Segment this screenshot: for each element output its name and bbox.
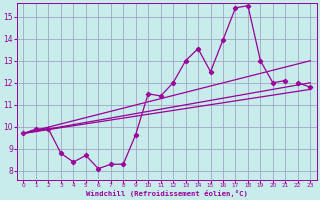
X-axis label: Windchill (Refroidissement éolien,°C): Windchill (Refroidissement éolien,°C): [86, 190, 248, 197]
